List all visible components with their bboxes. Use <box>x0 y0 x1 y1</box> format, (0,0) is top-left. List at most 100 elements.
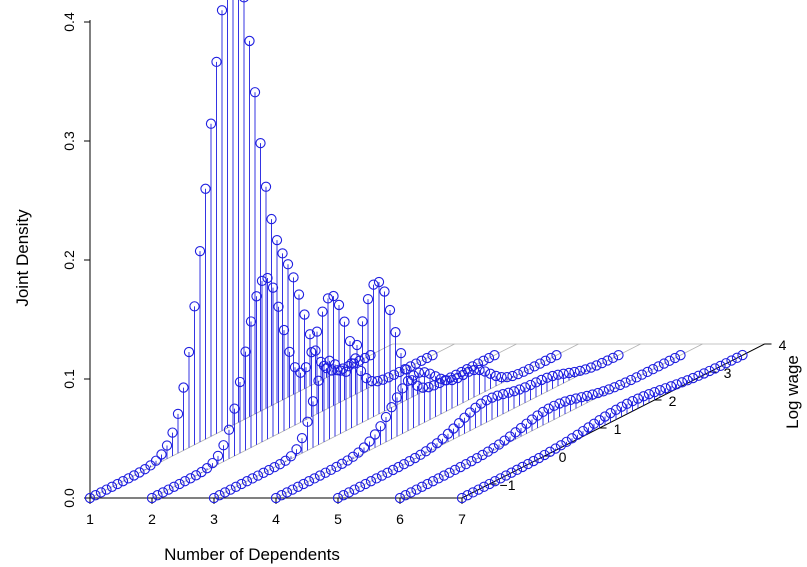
density-point <box>570 393 582 404</box>
density-point <box>598 386 609 397</box>
density-point <box>402 375 414 387</box>
density-point <box>362 293 374 305</box>
density-point <box>638 391 649 402</box>
density-point <box>642 366 653 378</box>
density-point <box>293 289 305 300</box>
density-point <box>444 467 455 478</box>
density-point <box>313 375 324 386</box>
density-point <box>599 411 611 422</box>
density-point <box>394 492 406 504</box>
density-point <box>112 478 123 490</box>
density-point <box>687 372 699 384</box>
density-point <box>152 490 163 501</box>
density-point <box>400 490 411 501</box>
density-point <box>310 345 321 356</box>
density-point <box>448 423 459 434</box>
density-point <box>382 467 393 478</box>
density-point <box>594 414 605 426</box>
density-point <box>537 406 549 418</box>
density-point <box>704 365 715 377</box>
density-point <box>545 352 557 364</box>
density-point <box>383 372 394 383</box>
density-point <box>534 358 546 369</box>
density-point <box>179 476 191 487</box>
density-point <box>596 357 608 369</box>
density-point <box>475 398 487 409</box>
density-point <box>613 349 624 361</box>
density-point <box>455 461 466 473</box>
density-point <box>508 386 520 397</box>
density-point <box>408 370 419 381</box>
density-point <box>183 346 195 358</box>
density-point <box>216 5 228 16</box>
density-point <box>190 470 202 481</box>
density-point <box>281 487 293 498</box>
density-point <box>554 398 565 409</box>
density-point <box>364 436 375 447</box>
density-point <box>563 367 575 379</box>
density-point <box>550 443 561 454</box>
density-point <box>391 392 403 403</box>
density-point <box>558 368 569 379</box>
density-point <box>277 248 288 259</box>
density-point <box>372 376 383 387</box>
density-point <box>506 467 517 478</box>
density-point <box>328 290 339 302</box>
density-point <box>517 461 528 473</box>
x-axis-title: Number of Dependents <box>164 545 340 564</box>
density-point <box>413 367 425 378</box>
density-point <box>660 383 671 394</box>
density-point <box>621 398 633 409</box>
density-point <box>540 355 551 366</box>
density-point <box>380 411 392 423</box>
density-point <box>377 374 389 385</box>
density-point <box>311 326 323 337</box>
density-point <box>211 56 222 68</box>
density-point <box>603 384 615 395</box>
density-point <box>525 379 536 391</box>
density-point <box>456 366 467 378</box>
density-point <box>304 329 316 340</box>
density-point <box>676 377 688 388</box>
density-point <box>675 350 686 361</box>
density-point <box>559 396 571 407</box>
density-point <box>665 381 677 392</box>
density-point <box>139 464 151 475</box>
density-point <box>737 349 748 361</box>
density-point <box>467 487 479 498</box>
density-point <box>399 364 411 375</box>
density-point <box>185 473 196 484</box>
density-point <box>483 352 495 364</box>
density-point <box>544 446 556 457</box>
density-point <box>462 490 473 501</box>
density-point <box>486 392 498 403</box>
density-point <box>229 403 240 414</box>
density-point <box>592 387 604 399</box>
density-point <box>631 372 642 383</box>
density-point <box>260 181 272 192</box>
density-point <box>523 363 535 375</box>
density-point <box>541 372 553 383</box>
density-point <box>266 213 277 225</box>
density-point <box>397 383 408 394</box>
density-point <box>123 473 134 484</box>
density-point <box>315 356 327 368</box>
density-point <box>473 484 484 495</box>
density-point <box>490 370 502 382</box>
density-point <box>320 467 331 478</box>
density-point <box>348 358 360 369</box>
density-point <box>485 368 496 379</box>
density-point <box>587 389 598 400</box>
density-point <box>388 369 400 380</box>
density-point <box>343 361 354 372</box>
density-point <box>365 350 376 361</box>
density-point <box>731 352 743 363</box>
density-point <box>223 424 235 435</box>
density-point <box>326 365 338 376</box>
density-point <box>267 282 279 293</box>
x-tick-label: 5 <box>334 511 342 527</box>
density-point <box>338 490 349 501</box>
z-tick-label: 0.1 <box>61 369 77 389</box>
density-point <box>482 446 494 457</box>
density-point <box>194 246 206 257</box>
